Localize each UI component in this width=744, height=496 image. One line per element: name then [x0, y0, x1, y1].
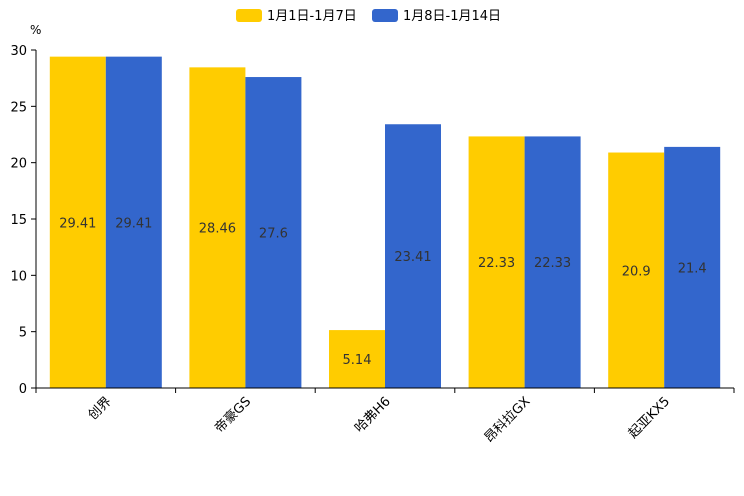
data-label: 29.41 — [59, 216, 96, 231]
bars — [49, 56, 721, 389]
bar-series-2-0 — [105, 56, 162, 388]
x-tick-label: 昂科拉GX — [482, 394, 534, 446]
legend-label-series-1: 1月1日-1月7日 — [267, 9, 357, 24]
legend-label-series-2: 1月8日-1月14日 — [403, 9, 501, 24]
bar-series-1-3 — [468, 136, 525, 388]
y-axis-unit-label: % — [30, 23, 41, 37]
y-tick-label: 20 — [10, 157, 27, 172]
data-label: 23.41 — [394, 250, 431, 265]
y-tick-label: 5 — [19, 326, 27, 341]
data-label: 29.41 — [115, 216, 152, 231]
y-tick-label: 15 — [10, 213, 27, 228]
data-labels: 29.41 29.41 28.46 27.6 5.14 23.41 22.33 22.33 20… — [59, 216, 706, 368]
x-axis: 创界 帝豪GS 哈弗H6 昂科拉GX 起亚KX5 — [35, 387, 735, 446]
x-tick-label: 哈弗H6 — [352, 394, 394, 436]
legend-swatch-series-2 — [372, 9, 398, 22]
y-tick-label: 0 — [19, 382, 27, 397]
data-label: 5.14 — [343, 353, 372, 368]
bar-series-2-3 — [524, 136, 581, 388]
y-tick-label: 10 — [10, 269, 27, 284]
bar-series-2-4 — [664, 146, 721, 388]
x-tick-label: 帝豪GS — [212, 394, 255, 437]
y-axis: 0 5 10 15 20 25 30 — [10, 44, 37, 397]
y-tick-label: 25 — [10, 100, 27, 115]
data-label: 27.6 — [259, 227, 288, 242]
y-tick-label: 30 — [10, 44, 27, 59]
bar-series-1-2 — [329, 330, 385, 388]
legend: 1月1日-1月7日 1月8日-1月14日 — [236, 9, 501, 24]
bar-series-1-0 — [49, 56, 106, 388]
data-label: 28.46 — [199, 222, 236, 237]
x-tick-label: 创界 — [86, 394, 115, 423]
bar-series-2-1 — [245, 77, 302, 388]
bar-series-2-2 — [385, 124, 441, 389]
bar-series-1-4 — [608, 152, 665, 388]
data-label: 22.33 — [478, 256, 515, 271]
data-label: 21.4 — [678, 261, 707, 276]
x-tick-label: 起亚KX5 — [626, 394, 673, 441]
legend-swatch-series-1 — [236, 9, 262, 22]
data-label: 22.33 — [534, 256, 571, 271]
bar-series-1-1 — [189, 67, 246, 388]
data-label: 20.9 — [622, 264, 651, 279]
